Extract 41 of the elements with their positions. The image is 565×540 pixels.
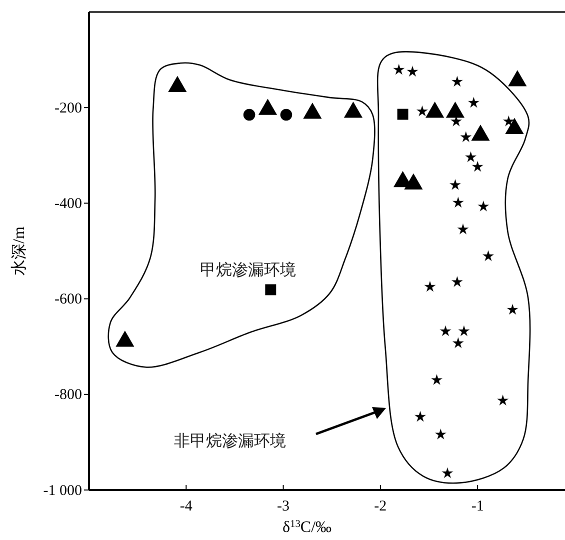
annotation: 甲烷渗漏环境 <box>200 261 296 279</box>
point <box>477 200 490 212</box>
point <box>464 150 477 163</box>
point <box>452 336 464 349</box>
y-tick-label: -400 <box>54 196 82 212</box>
point <box>471 160 484 172</box>
point <box>449 178 462 190</box>
point <box>482 250 494 262</box>
point <box>406 65 419 78</box>
point <box>414 410 426 422</box>
point <box>430 374 443 386</box>
x-tick-label: -3 <box>277 498 290 515</box>
point <box>456 223 470 235</box>
point <box>458 324 470 337</box>
point <box>452 196 464 208</box>
point <box>243 108 256 121</box>
point <box>460 130 472 143</box>
point <box>451 75 464 88</box>
point <box>506 303 519 316</box>
x-tick-label: -4 <box>180 498 193 515</box>
point <box>439 324 452 337</box>
point <box>496 394 509 406</box>
x-tick-label: -1 <box>471 498 484 515</box>
y-tick-label: -600 <box>54 292 82 308</box>
point <box>441 466 454 479</box>
x-tick-label: -2 <box>374 498 387 515</box>
point <box>451 276 464 288</box>
y-tick-label: -800 <box>54 387 82 404</box>
point <box>424 280 436 292</box>
point <box>416 104 428 117</box>
point <box>434 428 447 440</box>
point <box>468 96 480 108</box>
point <box>265 284 276 296</box>
point <box>397 108 408 120</box>
y-tick-label: -1 000 <box>43 482 82 499</box>
x-axis-title: δ$^{13}$C/‰ <box>282 518 332 536</box>
point <box>392 63 406 76</box>
y-tick-label: -200 <box>54 100 82 116</box>
y-axis-title: 水深/m <box>10 226 28 276</box>
annotation: 非甲烷渗漏环境 <box>174 432 286 450</box>
point <box>280 108 292 121</box>
